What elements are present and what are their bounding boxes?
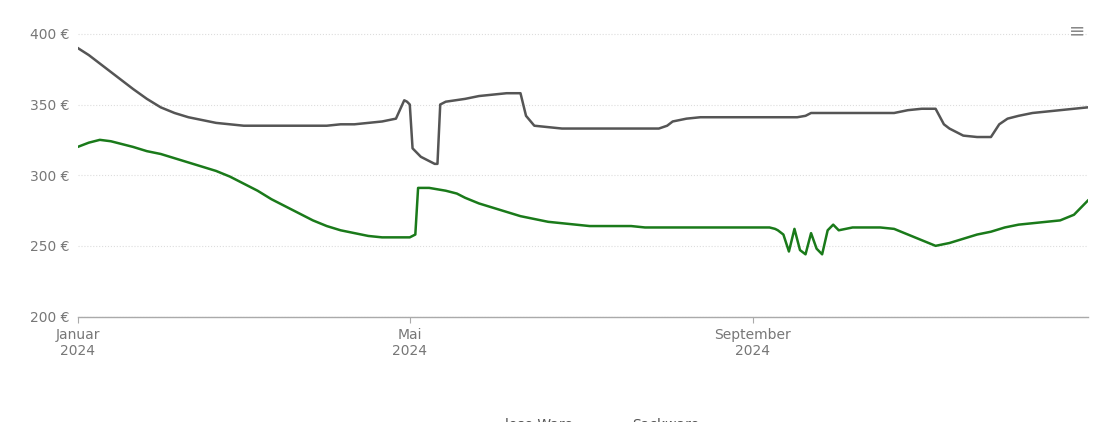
Text: ≡: ≡	[1069, 21, 1086, 40]
Legend: lose Ware, Sackware: lose Ware, Sackware	[461, 412, 705, 422]
